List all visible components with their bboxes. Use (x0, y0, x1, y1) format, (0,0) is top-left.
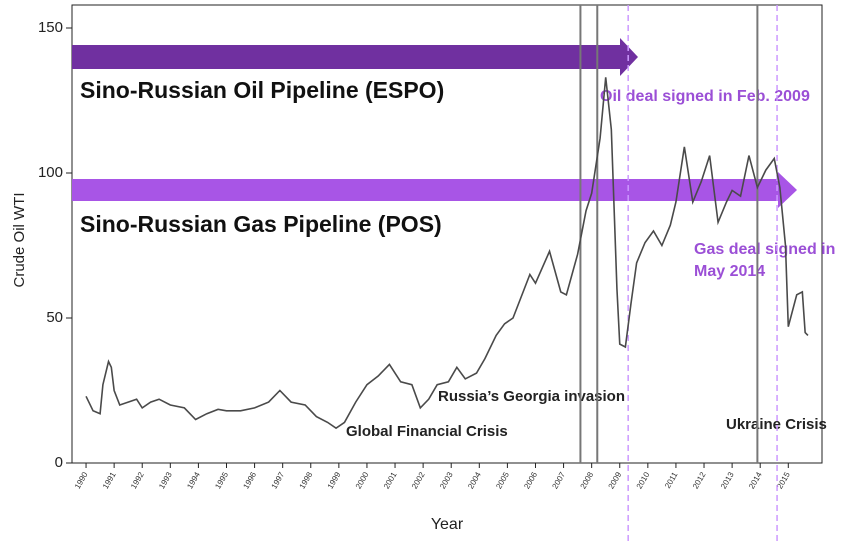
x-tick-label: 2009 (607, 470, 624, 490)
x-tick-label: 2011 (663, 470, 680, 490)
line (85, 77, 809, 430)
x-tick-label: 1999 (326, 470, 343, 490)
annotation: Sino-Russian Oil Pipeline (ESPO) (80, 77, 444, 103)
annotation: Oil deal signed in Feb. 2009 (600, 88, 810, 105)
x-tick-label: 1993 (157, 470, 174, 490)
annotation: Russia’s Georgia invasion (438, 388, 625, 405)
x-tick-label: 1995 (213, 470, 230, 490)
annotation: Sino-Russian Gas Pipeline (POS) (80, 211, 442, 237)
x-tick-label: 1991 (101, 470, 118, 490)
oil-arrow (72, 38, 638, 76)
x-tick-label: 2005 (494, 470, 511, 490)
x-tick-label: 2010 (635, 470, 652, 490)
x-tick-label: 2006 (522, 470, 539, 490)
x-tick-label: 2003 (438, 470, 455, 490)
x-tick-label: 1998 (298, 470, 315, 490)
annotation: Global Financial Crisis (346, 423, 508, 440)
x-axis-label: Year (431, 516, 464, 533)
annotation: Ukraine Crisis (726, 416, 827, 433)
gas-arrow (72, 172, 797, 208)
x-tick-label: 1992 (129, 470, 146, 490)
y-tick-label: 100 (38, 164, 63, 181)
x-tick-label: 1994 (185, 470, 202, 490)
x-tick-label: 2013 (719, 470, 736, 490)
y-axis-label: Crude Oil WTI (11, 192, 28, 287)
x-tick-label: 1997 (270, 470, 287, 490)
x-tick-label: 2008 (579, 470, 596, 490)
x-tick-label: 1990 (73, 470, 90, 490)
y-tick-label: 150 (38, 19, 63, 36)
y-tick-label: 50 (46, 309, 63, 326)
x-tick-label: 2004 (466, 470, 483, 490)
y-tick-label: 0 (55, 454, 63, 471)
plot-frame (71, 4, 823, 464)
annotation: Gas deal signed in (694, 241, 835, 258)
x-tick-label: 2012 (691, 470, 708, 490)
x-tick-label: 2001 (382, 470, 399, 490)
x-tick-label: 2000 (354, 470, 371, 490)
x-tick-label: 2002 (410, 470, 427, 490)
x-tick-label: 1996 (241, 470, 258, 490)
annotation: May 2014 (694, 263, 765, 280)
x-tick-label: 2007 (550, 470, 567, 490)
x-tick-label: 2014 (747, 470, 764, 490)
